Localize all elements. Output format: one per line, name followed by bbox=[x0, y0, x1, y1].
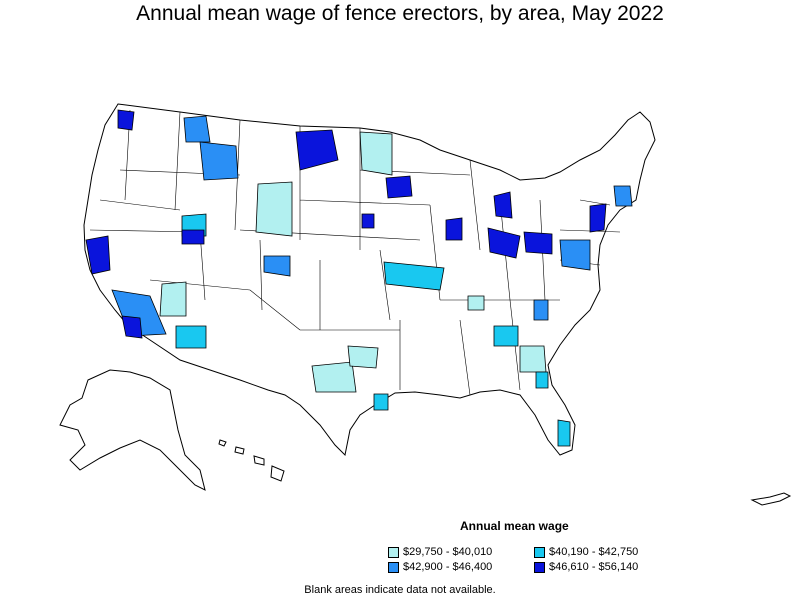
puerto-rico bbox=[750, 492, 792, 506]
legend-label-2: $40,190 - $42,750 bbox=[549, 546, 639, 558]
legend-item-3: $42,900 - $46,400 bbox=[388, 561, 492, 573]
area-nm bbox=[159, 281, 187, 317]
area-minnesota bbox=[385, 175, 413, 199]
legend-swatch-4 bbox=[534, 561, 545, 573]
area-idaho-north bbox=[183, 115, 211, 143]
area-carolina bbox=[533, 299, 549, 321]
contiguous-us-outline bbox=[83, 103, 656, 457]
legend-item-1: $29,750 - $40,010 bbox=[388, 546, 492, 558]
legend-swatch-2 bbox=[534, 546, 545, 558]
legend-swatch-1 bbox=[388, 546, 399, 558]
area-tennessee bbox=[467, 295, 485, 311]
area-utah-slc bbox=[181, 229, 205, 245]
area-chicago bbox=[445, 217, 463, 241]
area-ohio bbox=[523, 231, 553, 255]
area-montana-east bbox=[295, 129, 339, 171]
area-indiana bbox=[487, 227, 521, 259]
area-arizona bbox=[175, 325, 207, 349]
area-seattle bbox=[117, 109, 135, 131]
legend-title: Annual mean wage bbox=[460, 519, 569, 533]
legend-item-2: $40,190 - $42,750 bbox=[534, 546, 638, 558]
area-florida bbox=[557, 419, 571, 447]
area-atlanta bbox=[493, 325, 519, 347]
legend-item-4: $46,610 - $56,140 bbox=[534, 561, 638, 573]
area-houston bbox=[373, 393, 389, 411]
area-colorado bbox=[263, 255, 291, 277]
area-san-diego bbox=[121, 315, 143, 339]
hawaii-islands bbox=[218, 439, 285, 482]
area-iowa bbox=[361, 213, 375, 229]
area-idaho-south bbox=[199, 141, 239, 181]
legend-swatch-3 bbox=[388, 561, 399, 573]
area-michigan bbox=[493, 191, 513, 219]
area-new-england bbox=[613, 185, 633, 207]
area-kansas-city bbox=[383, 261, 445, 291]
area-texas bbox=[311, 361, 357, 393]
alaska-outline bbox=[59, 369, 206, 491]
area-mid-atlantic bbox=[559, 239, 591, 271]
area-florida-north bbox=[535, 371, 549, 389]
area-dallas bbox=[347, 345, 379, 369]
area-bay-area bbox=[85, 235, 111, 275]
map-title: Annual mean wage of fence erectors, by a… bbox=[136, 2, 664, 25]
area-nyc bbox=[589, 203, 607, 233]
area-north-dakota bbox=[359, 131, 393, 176]
legend-label-4: $46,610 - $56,140 bbox=[549, 561, 639, 573]
legend-label-1: $29,750 - $40,010 bbox=[403, 546, 493, 558]
legend-label-3: $42,900 - $46,400 bbox=[403, 561, 493, 573]
footnote: Blank areas indicate data not available. bbox=[304, 584, 496, 596]
area-georgia-east bbox=[519, 345, 547, 373]
area-wyoming bbox=[255, 181, 293, 237]
